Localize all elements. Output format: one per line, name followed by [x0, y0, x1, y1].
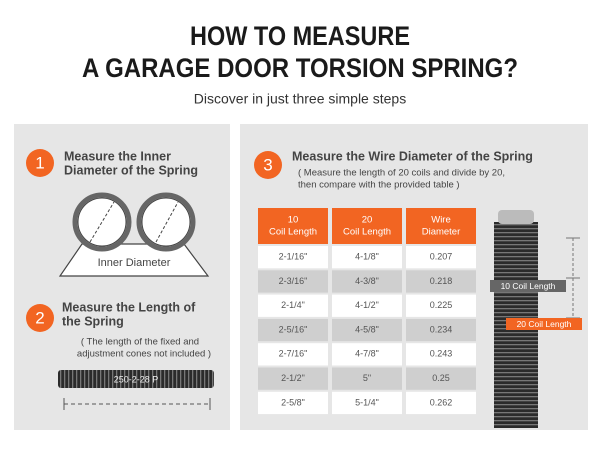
header-text: Diameter — [422, 227, 461, 238]
cell-text: 2-5/16" — [279, 324, 308, 334]
table-cell — [258, 318, 328, 342]
cell-text: 0.234 — [430, 324, 453, 334]
cell-text: 4-1/2" — [355, 300, 379, 310]
header-cell — [406, 208, 476, 244]
diameter-diagram — [58, 192, 210, 277]
cell-text: 0.25 — [432, 373, 450, 383]
label-box — [506, 318, 582, 330]
spring-image — [58, 370, 214, 388]
label-box — [490, 280, 566, 292]
title-line: A GARAGE DOOR TORSION SPRING? — [82, 53, 518, 83]
step-title: Diameter of the Spring — [64, 163, 198, 177]
step-title: Measure the Inner — [64, 149, 171, 163]
step-note: then compare with the provided table ) — [298, 180, 460, 191]
step-title: the Spring — [62, 314, 124, 328]
table-cell — [332, 270, 402, 293]
table-cell — [258, 246, 328, 269]
step-note: ( Measure the length of 20 coils and div… — [298, 168, 505, 179]
cell-text: 0.262 — [430, 397, 453, 407]
spring-length-label: 10 Coil Length — [501, 281, 556, 291]
cell-text: 4-1/8" — [355, 252, 379, 262]
cell-text: 2-7/16" — [279, 349, 308, 359]
cell-text: 4-3/8" — [355, 276, 379, 286]
step-badge — [254, 151, 282, 179]
table-cell — [406, 270, 476, 293]
spring-label: 250-2-28 P — [114, 374, 159, 384]
table-cell — [258, 367, 328, 390]
step-badge — [26, 149, 54, 177]
header-text: Wire — [431, 215, 451, 226]
step-number: 2 — [35, 308, 44, 327]
table-cell — [332, 367, 402, 390]
cell-text: 5-1/4" — [355, 397, 379, 407]
diagram-label: Inner Diameter — [98, 257, 171, 269]
table-cell — [332, 318, 402, 342]
cell-text: 0.243 — [430, 349, 453, 359]
table-cell — [332, 391, 402, 415]
table-cell — [332, 343, 402, 366]
cell-text: 0.218 — [430, 276, 453, 286]
header-text: 20 — [362, 215, 373, 226]
table-cell — [332, 246, 402, 269]
table-cell — [406, 343, 476, 366]
cell-text: 2-3/16" — [279, 276, 308, 286]
table-cell — [258, 391, 328, 415]
step-badge — [26, 304, 54, 332]
table-cell — [406, 318, 476, 342]
cell-text: 2-1/2" — [281, 373, 305, 383]
cell-text: 4-7/8" — [355, 349, 379, 359]
step-title: Measure the Length of — [62, 300, 196, 314]
table-cell — [406, 246, 476, 269]
cell-text: 5" — [363, 373, 371, 383]
cell-text: 0.207 — [430, 252, 453, 262]
spring-length-label: 20 Coil Length — [517, 319, 572, 329]
step-number: 3 — [263, 155, 272, 174]
header-cell — [258, 208, 328, 244]
cell-text: 2-1/16" — [279, 252, 308, 262]
cell-text: 2-1/4" — [281, 300, 305, 310]
title-line: HOW TO MEASURE — [190, 21, 410, 51]
step-number: 1 — [35, 153, 44, 172]
cell-text: 4-5/8" — [355, 324, 379, 334]
spring-cone — [498, 210, 534, 224]
table-cell — [332, 294, 402, 317]
length-arrow — [63, 398, 211, 410]
table-cell — [258, 270, 328, 293]
header-text: Coil Length — [269, 227, 317, 238]
subtitle: Discover in just three simple steps — [194, 91, 406, 107]
table-cell — [258, 294, 328, 317]
step-title: Measure the Wire Diameter of the Spring — [292, 149, 533, 163]
table-cell — [406, 367, 476, 390]
header-cell — [332, 208, 402, 244]
header-text: 10 — [288, 215, 299, 226]
step-note: adjustment cones not included ) — [77, 349, 211, 360]
header-text: Coil Length — [343, 227, 391, 238]
table-cell — [406, 391, 476, 415]
step-note: ( The length of the fixed and — [81, 337, 199, 348]
table-cell — [406, 294, 476, 317]
table-cell — [258, 343, 328, 366]
cell-text: 2-5/8" — [281, 397, 305, 407]
cell-text: 0.225 — [430, 300, 453, 310]
